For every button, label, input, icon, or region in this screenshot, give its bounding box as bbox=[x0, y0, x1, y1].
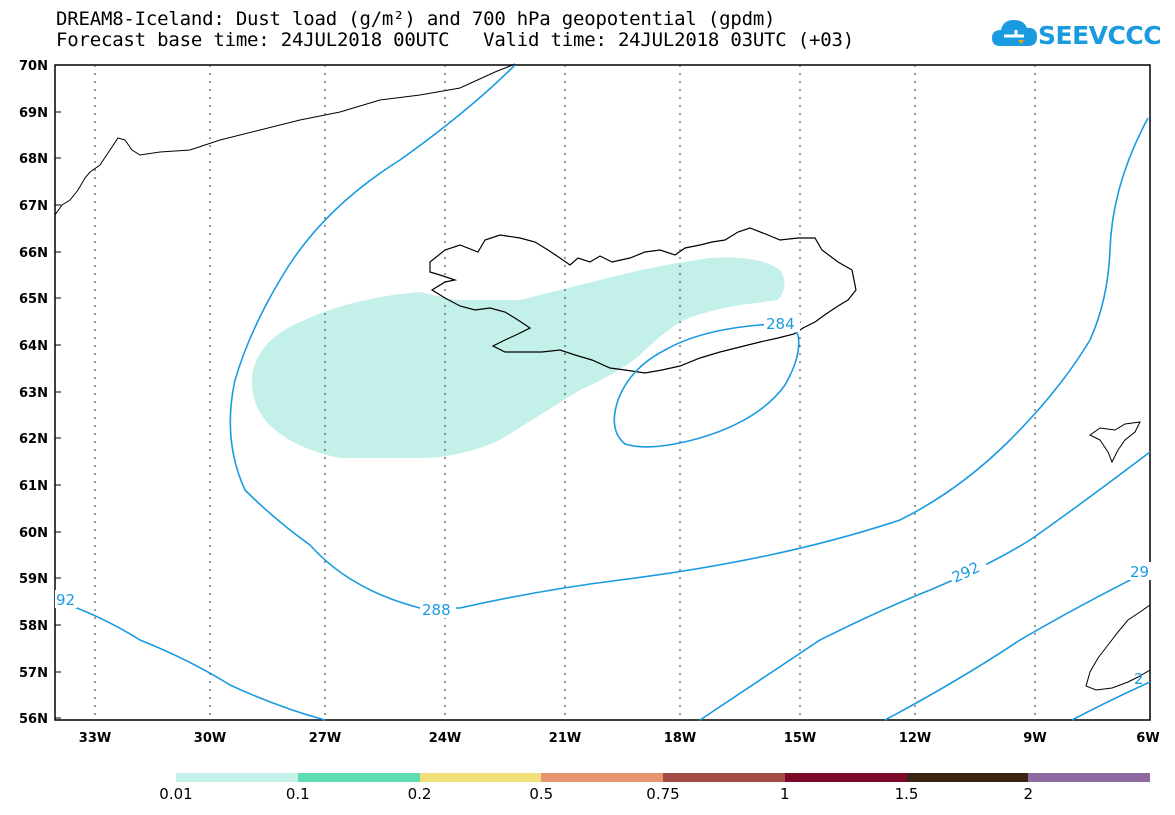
contour-300 bbox=[1071, 681, 1151, 721]
legend-label: 0.75 bbox=[646, 785, 680, 803]
legend-swatch bbox=[541, 773, 663, 782]
seevccc-logo: SEEVCCC bbox=[990, 14, 1162, 58]
contour-label: 29 bbox=[1130, 563, 1149, 581]
legend-label: 0.1 bbox=[285, 785, 310, 803]
latitude-label: 61N bbox=[19, 479, 48, 494]
longitude-label: 21W bbox=[549, 731, 581, 746]
longitude-label: 9W bbox=[1023, 731, 1046, 746]
axis-ticks: 70N 69N 68N 67N 66N 65N 64N 63N 62N 61N 60N 59N 58N 5… bbox=[19, 59, 1160, 746]
latitude-label: 64N bbox=[19, 339, 48, 354]
dust-load-colorbar bbox=[176, 773, 1150, 782]
longitude-label: 18W bbox=[664, 731, 696, 746]
latitude-label: 63N bbox=[19, 386, 48, 401]
legend-swatch bbox=[663, 773, 785, 782]
longitude-label: 24W bbox=[429, 731, 461, 746]
contour-284 bbox=[613, 323, 800, 448]
latitude-label: 57N bbox=[19, 666, 48, 681]
contour-292-east bbox=[699, 451, 1151, 721]
longitude-label: 12W bbox=[899, 731, 931, 746]
forecast-time-line: Forecast base time: 24JUL2018 00UTC Vali… bbox=[56, 29, 854, 51]
longitude-label: 15W bbox=[784, 731, 816, 746]
longitude-label: 6W bbox=[1136, 731, 1159, 746]
dust-area bbox=[251, 257, 785, 458]
legend-label: 2 bbox=[1023, 785, 1034, 803]
logo-text: SEEVCCC bbox=[1038, 21, 1162, 50]
contour-label-group: 284 288 292 29 92 2 bbox=[55, 314, 1152, 688]
legend-label: 0.01 bbox=[159, 785, 193, 803]
latitude-label: 66N bbox=[19, 246, 48, 261]
latitude-label: 69N bbox=[19, 106, 48, 121]
faroe-islands bbox=[1089, 421, 1141, 464]
legend-label: 0.5 bbox=[529, 785, 554, 803]
contour-label: 288 bbox=[422, 601, 451, 619]
contour-label: 92 bbox=[56, 591, 75, 609]
latitude-label: 60N bbox=[19, 526, 48, 541]
cloud-icon bbox=[992, 20, 1037, 46]
latitude-label: 58N bbox=[19, 619, 48, 634]
contour-label: 2 bbox=[1134, 670, 1144, 688]
legend-swatch bbox=[784, 773, 907, 782]
latitude-label: 67N bbox=[19, 199, 48, 214]
latitude-label: 62N bbox=[19, 432, 48, 447]
legend-swatch bbox=[419, 773, 542, 782]
contour-label: 284 bbox=[766, 315, 795, 333]
legend-label: 0.2 bbox=[407, 785, 432, 803]
geopotential-contours bbox=[54, 64, 1151, 721]
greenland-coastline bbox=[54, 63, 516, 216]
legend-label: 1 bbox=[779, 785, 790, 803]
iceland-coastline bbox=[429, 227, 857, 374]
legend-swatch bbox=[1028, 773, 1150, 782]
latitude-label: 65N bbox=[19, 292, 48, 307]
latitude-label: 68N bbox=[19, 152, 48, 167]
latitude-label: 59N bbox=[19, 572, 48, 587]
longitude-label: 27W bbox=[309, 731, 341, 746]
scotland-coastline bbox=[1085, 604, 1151, 691]
contour-296 bbox=[884, 569, 1151, 721]
legend-label: 1.5 bbox=[894, 785, 919, 803]
legend-swatch bbox=[906, 773, 1029, 782]
longitude-label: 33W bbox=[79, 731, 111, 746]
longitude-label: 30W bbox=[194, 731, 226, 746]
map-title: DREAM8-Iceland: Dust load (g/m²) and 700… bbox=[56, 8, 776, 30]
contour-292-west bbox=[54, 599, 326, 721]
contour-288 bbox=[229, 64, 1149, 609]
latitude-label: 56N bbox=[19, 712, 48, 727]
legend-swatch bbox=[297, 773, 420, 782]
legend-swatch bbox=[176, 773, 298, 782]
latitude-label: 70N bbox=[19, 59, 48, 74]
map-frame bbox=[54, 64, 1151, 721]
